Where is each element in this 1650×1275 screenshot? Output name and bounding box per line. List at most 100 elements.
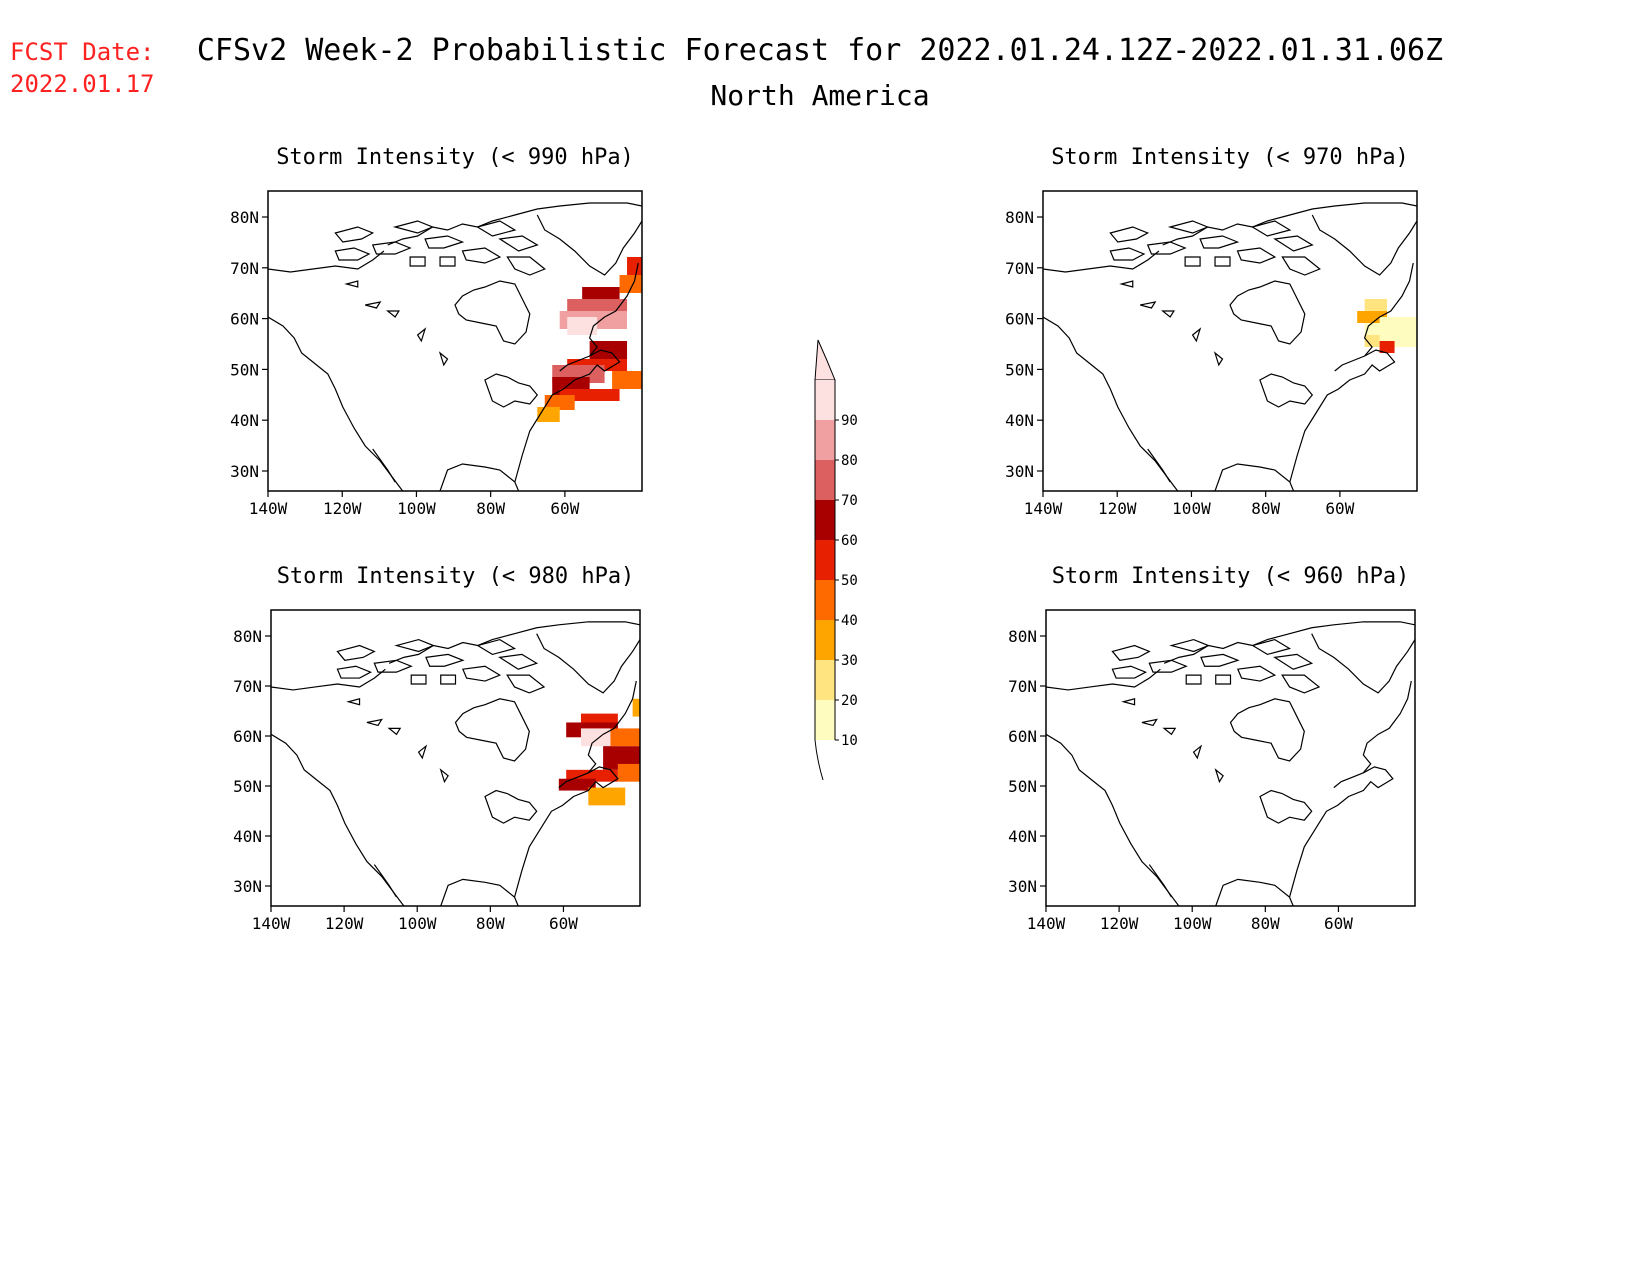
colorbar-segment	[815, 620, 835, 660]
lat-tick-label: 70N	[1005, 259, 1034, 278]
lat-tick-label: 40N	[233, 827, 262, 846]
colorbar-label: 30	[841, 653, 858, 669]
probability-patch	[619, 275, 642, 293]
lon-tick-label: 100W	[1172, 499, 1211, 518]
colorbar-label: 10	[841, 733, 858, 749]
page-title: CFSv2 Week-2 Probabilistic Forecast for …	[197, 33, 1443, 68]
map-panel-p990: Storm Intensity (< 990 hPa) 80N 70N 60N 50N 4…	[230, 145, 643, 518]
map-frame	[1042, 190, 1418, 492]
panel-title: Storm Intensity (< 980 hPa)	[277, 564, 635, 589]
colorbar-label: 60	[841, 533, 858, 549]
lat-tick-label: 50N	[1005, 360, 1034, 379]
probability-patch	[580, 728, 611, 747]
colorbar-top-cap	[814, 339, 836, 381]
lon-tick-label: 140W	[1024, 499, 1063, 518]
probability-patch	[574, 323, 590, 335]
colorbar: 10 20 30 40 50 60 70 80 90	[814, 339, 858, 781]
probability-patch	[582, 287, 620, 302]
colorbar-segment	[815, 660, 835, 700]
lat-tick-label: 40N	[1008, 827, 1037, 846]
probability-patch	[617, 763, 640, 782]
lat-tick-label: 70N	[233, 677, 262, 696]
panel-title: Storm Intensity (< 960 hPa)	[1052, 564, 1410, 589]
panel-title: Storm Intensity (< 990 hPa)	[276, 145, 634, 170]
lon-tick-label: 60W	[549, 914, 578, 933]
lat-tick-label: 30N	[1005, 462, 1034, 481]
map-panel-p970: Storm Intensity (< 970 hPa) 80N 70N 60N 50N 4…	[1005, 145, 1418, 518]
lon-tick-label: 120W	[1098, 499, 1137, 518]
map-panel-p980: Storm Intensity (< 980 hPa) 80N 70N 60N 50N 4…	[233, 564, 641, 933]
probability-patch	[1364, 299, 1388, 311]
lat-tick-label: 60N	[233, 727, 262, 746]
probability-patch	[627, 257, 642, 275]
colorbar-label: 40	[841, 613, 858, 629]
colorbar-segment	[815, 540, 835, 580]
probability-patch	[558, 778, 596, 791]
probability-patch	[567, 299, 628, 314]
probability-patch	[544, 395, 575, 410]
lon-tick-label: 100W	[397, 499, 436, 518]
coastline	[268, 203, 642, 491]
map-frame	[1045, 609, 1416, 907]
colorbar-label: 50	[841, 573, 858, 589]
lon-tick-label: 100W	[398, 914, 437, 933]
lon-tick-label: 120W	[325, 914, 364, 933]
lat-tick-label: 30N	[230, 462, 259, 481]
lat-tick-label: 80N	[1005, 208, 1034, 227]
lon-tick-label: 120W	[323, 499, 362, 518]
lat-tick-label: 60N	[230, 310, 259, 329]
lon-tick-label: 140W	[249, 499, 288, 518]
coastline	[271, 622, 640, 906]
lat-tick-label: 50N	[233, 777, 262, 796]
colorbar-label: 80	[841, 453, 858, 469]
lon-tick-label: 140W	[252, 914, 291, 933]
lat-tick-label: 50N	[230, 360, 259, 379]
lon-tick-label: 80W	[476, 499, 505, 518]
map-frame	[267, 190, 643, 492]
colorbar-segment	[815, 460, 835, 500]
colorbar-label: 90	[841, 413, 858, 429]
lon-tick-label: 60W	[1325, 499, 1354, 518]
lon-tick-label: 60W	[550, 499, 579, 518]
fcst-date-value: 2022.01.17	[10, 70, 155, 98]
map-panel-p960: Storm Intensity (< 960 hPa) 80N 70N 60N 50N 4…	[1008, 564, 1416, 933]
lat-tick-label: 60N	[1008, 727, 1037, 746]
lat-tick-label: 80N	[233, 627, 262, 646]
page-subtitle: North America	[710, 79, 929, 112]
coastline	[1043, 203, 1417, 491]
probability-patch	[1379, 341, 1395, 353]
panel-title: Storm Intensity (< 970 hPa)	[1051, 145, 1409, 170]
colorbar-label: 20	[841, 693, 858, 709]
lat-tick-label: 70N	[230, 259, 259, 278]
lon-tick-label: 80W	[476, 914, 505, 933]
probability-patch	[566, 769, 618, 782]
probability-patch	[588, 787, 626, 806]
lat-tick-label: 80N	[230, 208, 259, 227]
lon-tick-label: 60W	[1324, 914, 1353, 933]
probability-patch	[632, 698, 640, 717]
lat-tick-label: 40N	[230, 411, 259, 430]
probability-patch	[589, 341, 628, 359]
probability-patch	[610, 728, 640, 747]
colorbar-segment	[815, 580, 835, 620]
colorbar-segment	[815, 380, 835, 420]
lon-tick-label: 80W	[1251, 499, 1280, 518]
map-frame	[270, 609, 641, 907]
colorbar-segment	[815, 420, 835, 460]
lat-tick-label: 60N	[1005, 310, 1034, 329]
probability-patch	[1364, 335, 1380, 347]
colorbar-label: 70	[841, 493, 858, 509]
probability-patch	[612, 371, 642, 389]
colorbar-bottom-cap	[814, 739, 824, 781]
lon-tick-label: 80W	[1251, 914, 1280, 933]
lon-tick-label: 140W	[1027, 914, 1066, 933]
lat-tick-label: 50N	[1008, 777, 1037, 796]
lat-tick-label: 30N	[233, 877, 262, 896]
lon-tick-label: 100W	[1173, 914, 1212, 933]
lat-tick-label: 70N	[1008, 677, 1037, 696]
colorbar-segment	[815, 500, 835, 540]
lat-tick-label: 80N	[1008, 627, 1037, 646]
lat-tick-label: 30N	[1008, 877, 1037, 896]
coastline	[1046, 622, 1415, 906]
